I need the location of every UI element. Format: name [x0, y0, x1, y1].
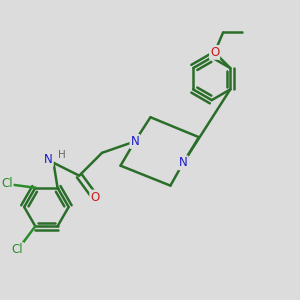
Text: N: N: [44, 153, 53, 166]
Text: O: O: [90, 190, 100, 203]
Text: O: O: [210, 46, 219, 59]
Text: Cl: Cl: [11, 243, 23, 256]
Text: N: N: [179, 156, 188, 169]
Text: N: N: [130, 135, 139, 148]
Text: Cl: Cl: [1, 177, 13, 190]
Text: H: H: [58, 150, 65, 160]
